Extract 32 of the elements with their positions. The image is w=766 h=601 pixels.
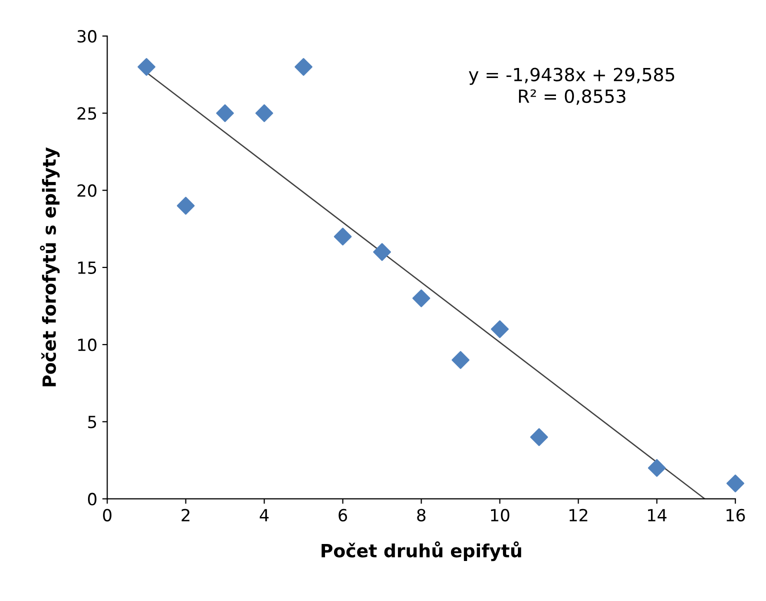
point xyxy=(648,459,666,477)
point xyxy=(334,228,352,246)
x-axis-title: Počet druhů epifytů xyxy=(322,541,522,562)
x-tick-label: 8 xyxy=(417,508,426,522)
point xyxy=(530,428,548,446)
y-tick-label: 20 xyxy=(78,184,96,197)
point xyxy=(373,243,391,261)
y-tick-label: 25 xyxy=(78,107,96,120)
x-tick-label: 0 xyxy=(103,508,112,522)
x-tick-label: 6 xyxy=(338,508,348,522)
y-tick-label: 0 xyxy=(88,492,96,506)
y-tick-label: 30 xyxy=(78,30,96,43)
point xyxy=(490,320,509,338)
y-tick-label: 10 xyxy=(78,338,96,352)
y-axis-title: Počet forofytů s epifyty xyxy=(40,147,60,386)
x-tick-label: 14 xyxy=(648,509,667,522)
y-tick-label: 5 xyxy=(88,416,96,428)
x-tick-label: 10 xyxy=(491,508,510,522)
point xyxy=(216,104,234,122)
point xyxy=(412,289,430,308)
y-tick-label: 15 xyxy=(78,262,96,274)
point xyxy=(452,351,470,369)
x-tick-label: 2 xyxy=(182,508,190,522)
x-tick-label: 16 xyxy=(726,508,745,522)
x-tick-label: 12 xyxy=(570,508,588,522)
point xyxy=(726,474,744,492)
annotation: y = -1,9438x + 29,585 R² = 0,8553 xyxy=(468,68,674,105)
point xyxy=(255,104,274,122)
point xyxy=(138,58,156,76)
x-tick-label: 4 xyxy=(260,509,269,522)
point xyxy=(176,196,195,215)
point xyxy=(294,58,312,76)
